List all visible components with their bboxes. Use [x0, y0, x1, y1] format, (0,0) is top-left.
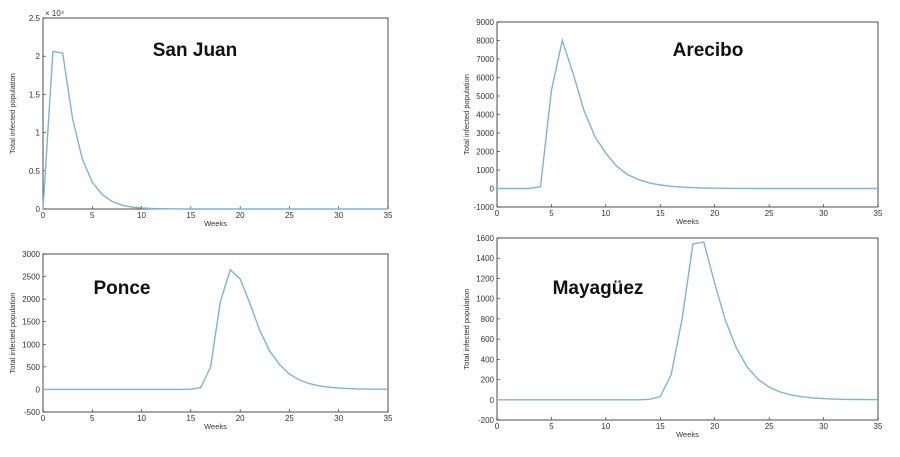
y-tick-label: -200 — [478, 416, 495, 425]
x-tick-label: 5 — [90, 211, 95, 220]
x-tick-label: 25 — [765, 422, 774, 431]
y-tick-label: 2500 — [22, 273, 40, 282]
y-tick-label: 1000 — [22, 340, 40, 349]
y-tick-label: 2000 — [22, 295, 40, 304]
y-tick-label: 1500 — [22, 318, 40, 327]
y-tick-label: 600 — [481, 335, 495, 344]
x-tick-label: 0 — [495, 422, 500, 431]
y-tick-label: 2 — [36, 52, 41, 61]
y-tick-label: 1 — [36, 129, 41, 138]
x-tick-label: 20 — [710, 209, 719, 218]
y-tick-label: 0 — [36, 385, 41, 394]
x-tick-label: 15 — [656, 422, 665, 431]
x-tick-label: 20 — [236, 414, 245, 423]
x-tick-label: 35 — [874, 422, 883, 431]
plot-frame — [496, 21, 879, 208]
y-tick-label: 4000 — [476, 111, 494, 120]
x-tick-label: 35 — [384, 211, 393, 220]
x-tick-label: 35 — [384, 414, 393, 423]
x-tick-label: 25 — [765, 209, 774, 218]
y-tick-label: 1600 — [476, 234, 494, 243]
x-axis-label: Weeks — [676, 430, 699, 439]
x-axis-label: Weeks — [204, 219, 227, 228]
x-tick-label: 5 — [549, 209, 554, 218]
chart-san-juan: 0 5 10 15 20 25 30 35 0 0.5 1 1.5 2 2.5 × 10⁴ Weeks Tota… — [8, 9, 393, 228]
series-line-mayaguez — [497, 241, 879, 401]
y-tick-label: -1000 — [474, 203, 495, 212]
plot-frame — [496, 237, 879, 421]
y-tick-label: 2.5 — [29, 14, 41, 23]
chart-arecibo: 0 5 10 15 20 25 30 35-1000010002000300040005000… — [462, 18, 883, 226]
series-line-san-juan — [42, 50, 388, 210]
x-tick-label: 10 — [137, 211, 146, 220]
y-tick-label: 2000 — [476, 148, 494, 157]
plot-frame — [42, 17, 389, 210]
y-tick-label: 6000 — [476, 74, 494, 83]
y-tick-label: 400 — [481, 355, 495, 364]
chart-title: Ponce — [93, 278, 150, 299]
x-tick-label: 15 — [186, 211, 195, 220]
x-tick-label: 25 — [285, 211, 294, 220]
chart-title: Mayagüez — [553, 278, 644, 299]
y-tick-label: 0 — [490, 396, 495, 405]
y-tick-label: 1000 — [476, 295, 494, 304]
x-tick-label: 15 — [186, 414, 195, 423]
y-tick-label: 7000 — [476, 55, 494, 64]
chart-title: San Juan — [153, 40, 237, 61]
y-tick-label: 1000 — [476, 166, 494, 175]
x-axis-label: Weeks — [676, 217, 699, 226]
y-axis-label: Total infected population — [462, 74, 471, 155]
y-tick-label: 1400 — [476, 254, 494, 263]
y-tick-label: 200 — [481, 376, 495, 385]
chart-ponce: 0 5 10 15 20 25 30 35-5000500100015002000250030… — [8, 250, 393, 431]
x-tick-label: 20 — [710, 422, 719, 431]
series-line-ponce — [43, 268, 389, 391]
y-tick-label: 500 — [27, 363, 41, 372]
x-tick-label: 30 — [334, 414, 343, 423]
y-tick-label: 9000 — [476, 18, 494, 27]
x-tick-label: 10 — [601, 422, 610, 431]
x-tick-label: 15 — [656, 209, 665, 218]
y-exponent-label: × 10⁴ — [45, 9, 65, 18]
y-axis-label: Total infected population — [8, 293, 17, 374]
y-axis-label: Total infected population — [8, 73, 17, 154]
chart-mayaguez: 0 5 10 15 20 25 30 35-2000200400600800100012001… — [462, 234, 883, 439]
x-tick-label: 5 — [549, 422, 554, 431]
y-tick-label: 1.5 — [29, 90, 41, 99]
x-tick-label: 10 — [601, 209, 610, 218]
y-tick-label: 8000 — [476, 37, 494, 46]
x-tick-label: 30 — [819, 422, 828, 431]
y-tick-label: 3000 — [476, 129, 494, 138]
x-tick-label: 0 — [41, 414, 46, 423]
x-tick-label: 5 — [90, 414, 95, 423]
y-axis-label: Total infected population — [462, 289, 471, 370]
y-tick-label: -500 — [24, 408, 41, 417]
x-tick-label: 35 — [874, 209, 883, 218]
y-tick-label: 0 — [36, 205, 41, 214]
x-tick-label: 0 — [41, 211, 46, 220]
chart-title: Arecibo — [673, 40, 744, 61]
x-tick-label: 0 — [495, 209, 500, 218]
y-tick-label: 0.5 — [29, 167, 41, 176]
y-tick-label: 5000 — [476, 92, 494, 101]
x-tick-label: 20 — [236, 211, 245, 220]
x-tick-label: 30 — [819, 209, 828, 218]
y-tick-label: 800 — [481, 315, 495, 324]
x-tick-label: 25 — [285, 414, 294, 423]
y-tick-label: 0 — [490, 185, 495, 194]
x-tick-label: 10 — [137, 414, 146, 423]
x-tick-label: 30 — [334, 211, 343, 220]
y-tick-label: 3000 — [22, 250, 40, 259]
series-line-arecibo — [497, 37, 878, 190]
y-tick-label: 1200 — [476, 274, 494, 283]
x-axis-label: Weeks — [204, 422, 227, 431]
